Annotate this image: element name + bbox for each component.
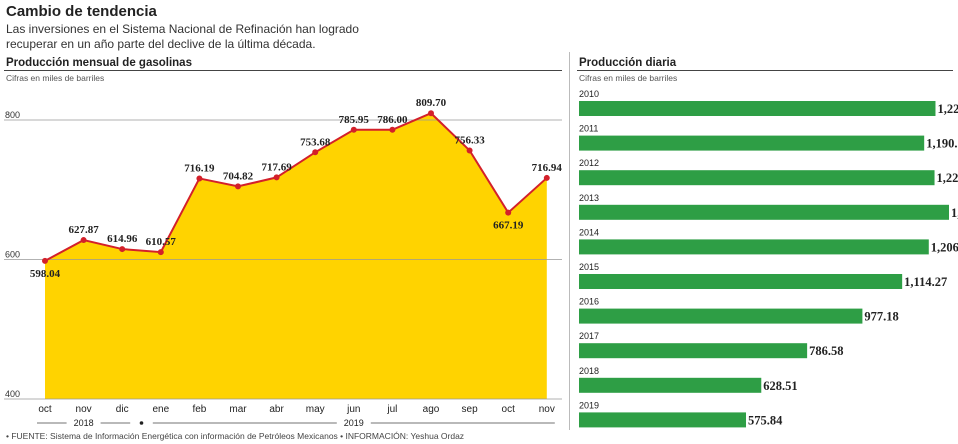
bar-2018 — [579, 377, 762, 393]
bar-year-label-7: 2017 — [579, 331, 599, 341]
x-tick-label-2: dic — [116, 404, 129, 415]
year-label-bg-2018 — [66, 417, 101, 428]
bar-year-label-9: 2019 — [579, 400, 599, 410]
year-label-bg-2019 — [336, 417, 371, 428]
x-tick-label-11: sep — [462, 404, 479, 415]
monthly-chart-units: Cifras en miles de barriles — [6, 73, 105, 83]
footer-source: • FUENTE: Sistema de Información Energét… — [6, 431, 465, 441]
monthly-point-6 — [273, 174, 280, 181]
monthly-value-label-6: 717.69 — [261, 161, 292, 173]
page-title: Cambio de tendencia — [6, 3, 157, 20]
x-tick-label-12: oct — [502, 404, 516, 415]
monthly-point-4 — [196, 175, 203, 182]
monthly-value-label-3: 610.57 — [146, 236, 177, 248]
monthly-point-7 — [312, 149, 319, 156]
bar-value-label-8: 628.51 — [763, 379, 797, 393]
monthly-value-label-12: 667.19 — [493, 220, 524, 232]
bar-2014 — [579, 239, 929, 255]
daily-chart-title: Producción diaria — [579, 57, 677, 69]
x-tick-label-13: nov — [539, 404, 555, 415]
x-tick-label-7: may — [306, 404, 325, 415]
year-label-2019: 2019 — [344, 418, 364, 428]
bar-year-label-8: 2018 — [579, 366, 599, 376]
y-tick-label-600: 600 — [5, 250, 20, 260]
monthly-point-11 — [466, 147, 473, 154]
x-tick-label-3: ene — [152, 404, 169, 415]
y-tick-label-400: 400 — [5, 389, 20, 399]
monthly-value-label-5: 704.82 — [223, 170, 254, 182]
bar-year-label-3: 2013 — [579, 193, 599, 203]
monthly-line — [44, 112, 548, 262]
page-subtitle: Las inversiones en el Sistema Nacional d… — [6, 22, 359, 51]
x-tick-label-8: jun — [346, 404, 360, 415]
bar-value-label-6: 977.18 — [864, 310, 898, 324]
monthly-chart-rule — [4, 70, 562, 71]
monthly-point-2 — [119, 246, 126, 253]
bar-year-label-1: 2011 — [579, 124, 598, 134]
daily-chart-units: Cifras en miles de barriles — [579, 73, 678, 83]
bar-2013 — [579, 204, 949, 220]
monthly-point-5 — [235, 183, 241, 190]
bar-value-label-0: 1,229.14 — [937, 102, 958, 116]
bar-value-label-4: 1,206.05 — [931, 240, 958, 254]
x-tick-label-5: mar — [229, 404, 247, 415]
x-tick-label-0: oct — [38, 404, 52, 415]
bar-value-label-1: 1,190.22 — [926, 137, 958, 151]
monthly-value-label-8: 785.95 — [339, 114, 370, 126]
monthly-point-3 — [157, 249, 164, 256]
bar-year-label-6: 2016 — [579, 297, 599, 307]
monthly-point-13 — [543, 174, 550, 181]
bar-value-label-7: 786.58 — [809, 344, 843, 358]
x-tick-label-9: jul — [386, 404, 397, 415]
monthly-point-12 — [505, 209, 512, 216]
bar-value-label-5: 1,114.27 — [904, 275, 947, 289]
bar-value-label-9: 575.84 — [748, 413, 783, 427]
bar-value-label-2: 1,225.89 — [937, 171, 958, 185]
x-tick-label-1: nov — [76, 404, 92, 415]
monthly-value-label-11: 756.33 — [454, 134, 485, 146]
bar-year-label-4: 2014 — [579, 227, 599, 237]
bar-value-label-3: 1,275.76 — [951, 206, 958, 220]
panel-divider — [569, 52, 570, 430]
monthly-value-label-2: 614.96 — [107, 233, 138, 245]
bar-2012 — [579, 170, 935, 186]
monthly-point-0 — [42, 257, 48, 264]
year-label-2018: 2018 — [74, 418, 94, 428]
year-separator-dot — [139, 421, 144, 425]
bar-2019 — [579, 412, 747, 428]
bar-year-label-2: 2012 — [579, 158, 599, 168]
bar-2015 — [579, 274, 903, 289]
monthly-value-label-9: 786.00 — [377, 114, 408, 126]
bar-2016 — [579, 308, 863, 324]
monthly-value-label-1: 627.87 — [68, 224, 99, 236]
monthly-area-fill — [45, 113, 547, 399]
monthly-value-label-10: 809.70 — [416, 97, 447, 109]
monthly-value-label-4: 716.19 — [184, 162, 215, 174]
bar-2010 — [579, 101, 936, 116]
x-tick-label-4: feb — [192, 404, 206, 415]
monthly-point-8 — [350, 126, 357, 133]
bar-2011 — [579, 135, 925, 151]
x-tick-label-10: ago — [423, 404, 440, 415]
monthly-point-9 — [389, 126, 396, 133]
monthly-value-label-7: 753.68 — [300, 136, 331, 148]
monthly-value-label-13: 716.94 — [532, 162, 563, 174]
bar-year-label-0: 2010 — [579, 89, 599, 99]
monthly-chart-title: Producción mensual de gasolinas — [6, 57, 192, 69]
monthly-point-10 — [428, 110, 434, 117]
y-tick-label-800: 800 — [5, 110, 20, 120]
daily-chart-rule — [577, 70, 953, 71]
monthly-point-1 — [80, 237, 87, 244]
x-tick-label-6: abr — [269, 404, 284, 415]
monthly-value-label-0: 598.04 — [30, 268, 61, 280]
bar-year-label-5: 2015 — [579, 262, 599, 272]
bar-2017 — [579, 343, 808, 359]
